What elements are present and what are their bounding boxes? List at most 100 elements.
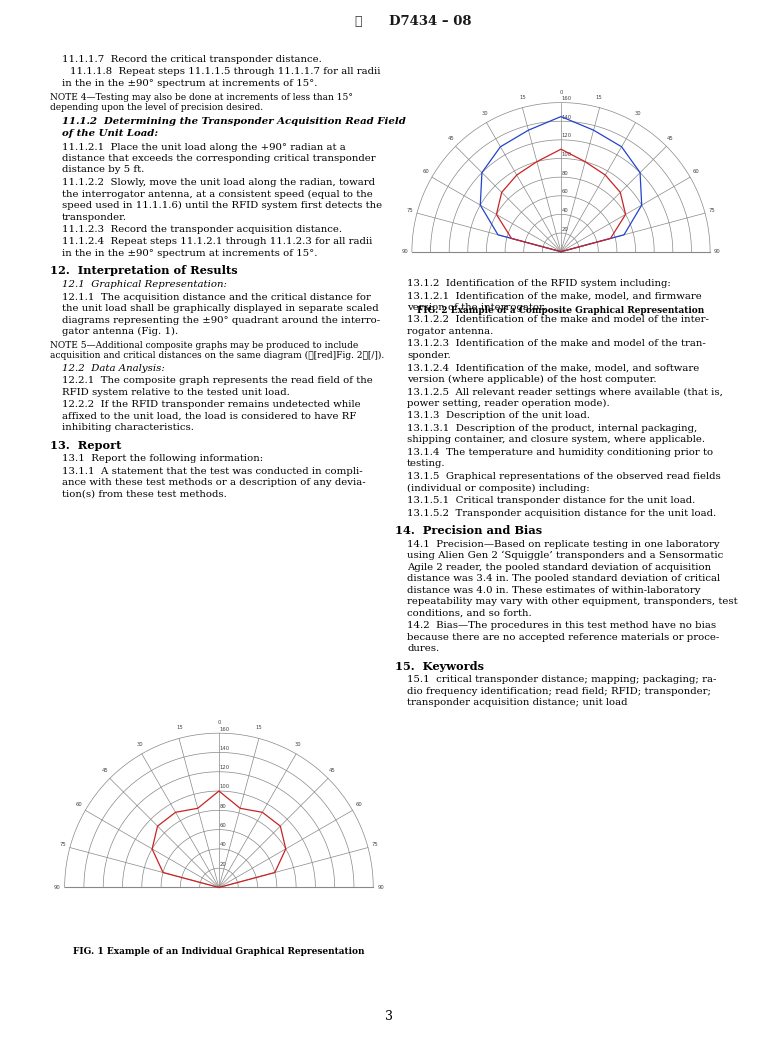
- Text: 11.1.2.3  Record the transponder acquisition distance.: 11.1.2.3 Record the transponder acquisit…: [62, 225, 342, 234]
- Text: the interrogator antenna, at a consistent speed (equal to the: the interrogator antenna, at a consisten…: [62, 189, 373, 199]
- Text: gator antenna (Fig. 1).: gator antenna (Fig. 1).: [62, 327, 178, 336]
- Text: 120: 120: [562, 133, 572, 138]
- Text: inhibiting characteristics.: inhibiting characteristics.: [62, 423, 194, 432]
- Text: 12.  Interpretation of Results: 12. Interpretation of Results: [50, 265, 237, 277]
- Text: 80: 80: [219, 804, 226, 809]
- Text: 20: 20: [219, 862, 226, 867]
- Text: 45: 45: [448, 136, 455, 142]
- Text: 90: 90: [401, 249, 408, 254]
- Text: 30: 30: [136, 742, 143, 747]
- Text: 14.1  Precision—Based on replicate testing in one laboratory: 14.1 Precision—Based on replicate testin…: [407, 539, 720, 549]
- Text: 13.1  Report the following information:: 13.1 Report the following information:: [62, 454, 263, 463]
- Text: NOTE 5—Additional composite graphs may be produced to include: NOTE 5—Additional composite graphs may b…: [50, 340, 358, 350]
- Text: 60: 60: [76, 803, 82, 808]
- Text: 75: 75: [372, 842, 378, 847]
- Text: 13.1.2.2  Identification of the make and model of the inter-: 13.1.2.2 Identification of the make and …: [407, 315, 709, 325]
- Text: 60: 60: [562, 189, 569, 195]
- Text: 40: 40: [562, 208, 569, 213]
- Text: 13.1.5  Graphical representations of the observed read fields: 13.1.5 Graphical representations of the …: [407, 472, 720, 481]
- Text: diagrams representing the ±90° quadrant around the interro-: diagrams representing the ±90° quadrant …: [62, 315, 380, 325]
- Text: distance that exceeds the corresponding critical transponder: distance that exceeds the corresponding …: [62, 154, 376, 163]
- Text: 40: 40: [219, 842, 226, 847]
- Text: 120: 120: [219, 765, 230, 770]
- Text: 11.1.2.2  Slowly, move the unit load along the radian, toward: 11.1.2.2 Slowly, move the unit load alon…: [62, 178, 375, 187]
- Text: 13.  Report: 13. Report: [50, 439, 121, 451]
- Text: 13.1.2.3  Identification of the make and model of the tran-: 13.1.2.3 Identification of the make and …: [407, 339, 706, 349]
- Text: 3: 3: [385, 1010, 393, 1023]
- Text: 12.1.1  The acquisition distance and the critical distance for: 12.1.1 The acquisition distance and the …: [62, 293, 371, 302]
- Text: 60: 60: [692, 170, 699, 175]
- Text: 13.1.2.5  All relevant reader settings where available (that is,: 13.1.2.5 All relevant reader settings wh…: [407, 387, 723, 397]
- Text: 140: 140: [562, 115, 572, 120]
- Text: 13.1.2  Identification of the RFID system including:: 13.1.2 Identification of the RFID system…: [407, 279, 671, 288]
- Text: 12.2.2  If the RFID transponder remains undetected while: 12.2.2 If the RFID transponder remains u…: [62, 400, 361, 409]
- Text: 15: 15: [595, 95, 602, 100]
- Text: RFID system relative to the tested unit load.: RFID system relative to the tested unit …: [62, 387, 290, 397]
- Text: tion(s) from these test methods.: tion(s) from these test methods.: [62, 490, 227, 499]
- Text: 15.1  critical transponder distance; mapping; packaging; ra-: 15.1 critical transponder distance; mapp…: [407, 676, 717, 684]
- Text: 13.1.3  Description of the unit load.: 13.1.3 Description of the unit load.: [407, 411, 590, 421]
- Text: rogator antenna.: rogator antenna.: [407, 327, 493, 336]
- Text: version of the interrogator.: version of the interrogator.: [407, 303, 546, 312]
- Text: 13.1.5.2  Transponder acquisition distance for the unit load.: 13.1.5.2 Transponder acquisition distanc…: [407, 508, 717, 517]
- Text: power setting, reader operation mode).: power setting, reader operation mode).: [407, 399, 610, 408]
- Text: 13.1.2.1  Identification of the make, model, and firmware: 13.1.2.1 Identification of the make, mod…: [407, 291, 702, 301]
- Text: 90: 90: [377, 885, 384, 890]
- Text: depending upon the level of precision desired.: depending upon the level of precision de…: [50, 103, 263, 112]
- Text: 160: 160: [562, 96, 572, 101]
- Text: NOTE 4—Testing may also be done at increments of less than 15°: NOTE 4—Testing may also be done at incre…: [50, 93, 353, 102]
- Text: 90: 90: [713, 249, 720, 254]
- Text: in the in the ±90° spectrum at increments of 15°.: in the in the ±90° spectrum at increment…: [62, 79, 317, 88]
- Text: 13.1.5.1  Critical transponder distance for the unit load.: 13.1.5.1 Critical transponder distance f…: [407, 496, 696, 505]
- Text: 60: 60: [356, 803, 362, 808]
- Text: 90: 90: [54, 885, 61, 890]
- Text: shipping container, and closure system, where applicable.: shipping container, and closure system, …: [407, 435, 705, 445]
- Text: 11.1.2.4  Repeat steps 11.1.2.1 through 11.1.2.3 for all radii: 11.1.2.4 Repeat steps 11.1.2.1 through 1…: [62, 237, 373, 247]
- Text: acquisition and critical distances on the same diagram ([red]Fig. 2[/]).: acquisition and critical distances on th…: [50, 351, 384, 360]
- Text: because there are no accepted reference materials or proce-: because there are no accepted reference …: [407, 633, 719, 641]
- Text: 45: 45: [329, 768, 335, 773]
- Text: 60: 60: [219, 823, 226, 828]
- Text: 13.1.4  The temperature and humidity conditioning prior to: 13.1.4 The temperature and humidity cond…: [407, 448, 713, 457]
- Text: 30: 30: [295, 742, 302, 747]
- Text: 60: 60: [422, 170, 429, 175]
- Text: the unit load shall be graphically displayed in separate scaled: the unit load shall be graphically displ…: [62, 304, 379, 313]
- Text: sponder.: sponder.: [407, 351, 450, 360]
- Text: distance was 3.4 in. The pooled standard deviation of critical: distance was 3.4 in. The pooled standard…: [407, 575, 720, 583]
- Text: 30: 30: [482, 111, 488, 116]
- Text: conditions, and so forth.: conditions, and so forth.: [407, 609, 531, 617]
- Text: 30: 30: [634, 111, 641, 116]
- Text: ance with these test methods or a description of any devia-: ance with these test methods or a descri…: [62, 478, 366, 487]
- Text: 12.2.1  The composite graph represents the read field of the: 12.2.1 The composite graph represents th…: [62, 376, 373, 385]
- Text: 15.  Keywords: 15. Keywords: [395, 661, 484, 671]
- Text: repeatability may vary with other equipment, transponders, test: repeatability may vary with other equipm…: [407, 598, 738, 606]
- Text: distance by 5 ft.: distance by 5 ft.: [62, 166, 145, 175]
- Text: 140: 140: [219, 746, 230, 751]
- Text: 160: 160: [219, 727, 230, 732]
- Text: 13.1.3.1  Description of the product, internal packaging,: 13.1.3.1 Description of the product, int…: [407, 424, 697, 433]
- Text: 75: 75: [59, 842, 66, 847]
- Text: distance was 4.0 in. These estimates of within-laboratory: distance was 4.0 in. These estimates of …: [407, 586, 700, 594]
- Text: 13.1.1  A statement that the test was conducted in compli-: 13.1.1 A statement that the test was con…: [62, 466, 363, 476]
- Text: 15: 15: [255, 726, 261, 731]
- Text: 100: 100: [219, 785, 230, 789]
- Text: 0: 0: [559, 90, 562, 95]
- Text: speed used in 11.1.1.6) until the RFID system first detects the: speed used in 11.1.1.6) until the RFID s…: [62, 201, 382, 210]
- Text: using Alien Gen 2 ‘Squiggle’ transponders and a Sensormatic: using Alien Gen 2 ‘Squiggle’ transponder…: [407, 551, 724, 560]
- Text: version (where applicable) of the host computer.: version (where applicable) of the host c…: [407, 375, 657, 384]
- Text: Ⓐ: Ⓐ: [354, 16, 362, 28]
- Text: transponder acquisition distance; unit load: transponder acquisition distance; unit l…: [407, 699, 628, 707]
- Text: D7434 – 08: D7434 – 08: [389, 16, 471, 28]
- Text: dio frequency identification; read field; RFID; transponder;: dio frequency identification; read field…: [407, 687, 711, 695]
- Text: 11.1.1.8  Repeat steps 11.1.1.5 through 11.1.1.7 for all radii: 11.1.1.8 Repeat steps 11.1.1.5 through 1…: [70, 68, 380, 76]
- Text: transponder.: transponder.: [62, 212, 127, 222]
- Text: affixed to the unit load, the load is considered to have RF: affixed to the unit load, the load is co…: [62, 411, 356, 421]
- Text: 20: 20: [562, 227, 569, 231]
- Text: 13.1.2.4  Identification of the make, model, and software: 13.1.2.4 Identification of the make, mod…: [407, 363, 699, 373]
- Text: 75: 75: [407, 208, 414, 213]
- Text: in the in the ±90° spectrum at increments of 15°.: in the in the ±90° spectrum at increment…: [62, 249, 317, 258]
- Text: 0: 0: [217, 720, 221, 725]
- Text: 12.1  Graphical Representation:: 12.1 Graphical Representation:: [62, 280, 227, 289]
- Text: (individual or composite) including:: (individual or composite) including:: [407, 483, 590, 492]
- Text: 15: 15: [520, 95, 527, 100]
